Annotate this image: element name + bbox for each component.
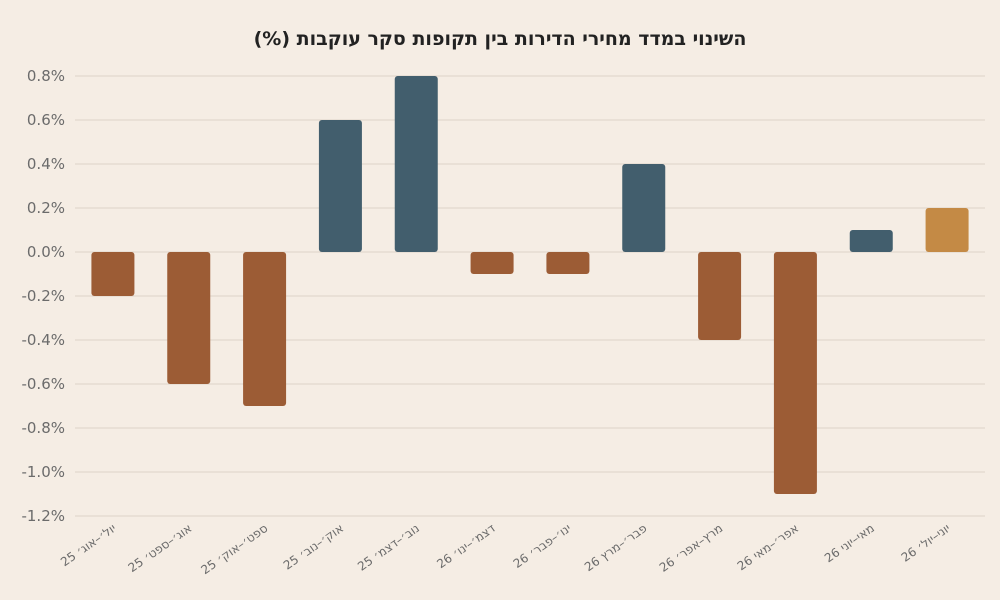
bar — [849, 230, 893, 252]
y-tick-label: -0.4% — [21, 331, 65, 349]
bar — [622, 164, 666, 252]
y-tick-label: 0.2% — [27, 199, 65, 217]
bar — [470, 252, 514, 274]
x-tick-label: מרץ–אפר׳ 26 — [657, 521, 725, 575]
x-tick-label: ינו׳–פבר׳ 26 — [511, 521, 574, 571]
x-tick-label: נוב׳–דצמ׳ 25 — [355, 521, 422, 574]
y-tick-label: 0.4% — [27, 155, 65, 173]
bar — [167, 252, 211, 384]
x-tick-label: אוג׳–ספט׳ 25 — [126, 521, 195, 575]
y-tick-label: -0.6% — [21, 375, 65, 393]
bar — [925, 208, 969, 252]
y-tick-label: 0.0% — [27, 243, 65, 261]
bar — [318, 120, 362, 252]
x-tick-label: פבר׳–מרץ 26 — [582, 521, 650, 574]
x-tick-label: אפר׳–מאי 26 — [735, 521, 801, 573]
bar — [698, 252, 742, 340]
x-tick-label: דצמ׳–ינו׳ 26 — [434, 521, 498, 572]
x-tick-label: ספט׳–אוק׳ 25 — [198, 521, 270, 577]
x-tick-label: אוק׳–נוב׳ 25 — [281, 521, 346, 573]
bar — [773, 252, 817, 494]
y-tick-label: 0.8% — [27, 67, 65, 85]
x-tick-label: יוני–יול׳ 26 — [899, 521, 953, 565]
y-tick-label: -1.2% — [21, 507, 65, 525]
x-tick-label: יול׳–אוג׳ 25 — [58, 521, 119, 569]
bar — [394, 76, 438, 252]
y-tick-label: 0.6% — [27, 111, 65, 129]
y-tick-label: -0.2% — [21, 287, 65, 305]
chart-title: השינוי במדד מחירי הדירות בין תקופות סקר … — [253, 28, 747, 50]
bar — [91, 252, 135, 296]
bar — [243, 252, 287, 406]
y-tick-label: -0.8% — [21, 419, 65, 437]
y-tick-label: -1.0% — [21, 463, 65, 481]
x-tick-label: מאי–יוני 26 — [822, 521, 877, 565]
bar — [546, 252, 590, 274]
